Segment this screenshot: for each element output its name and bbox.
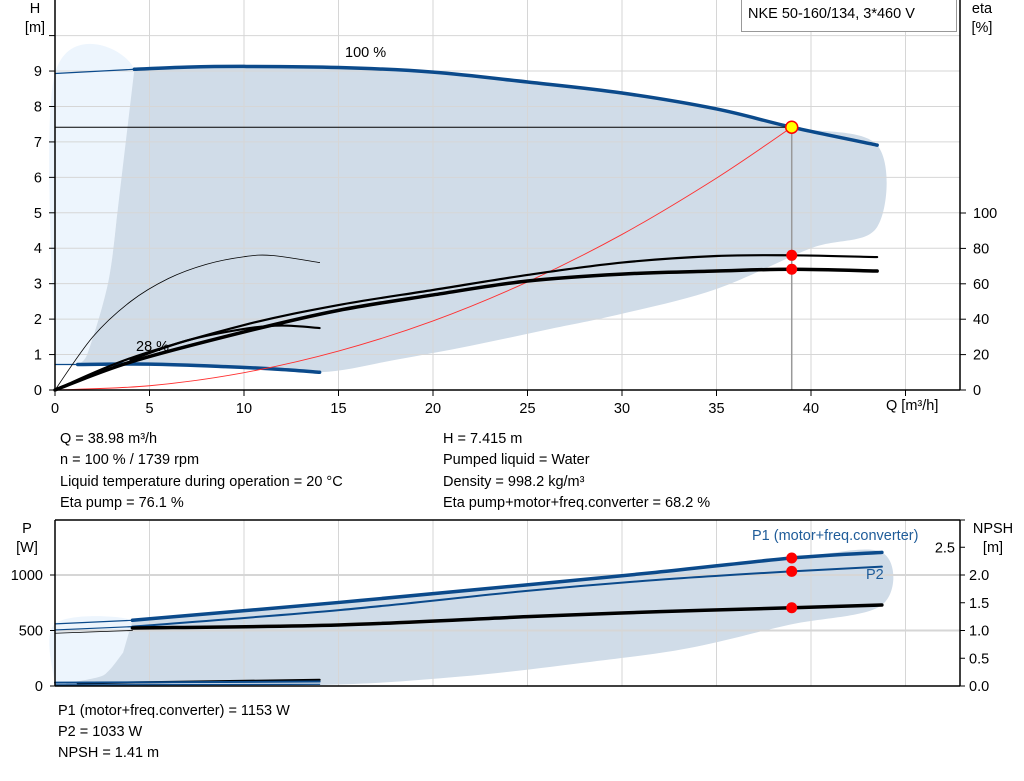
chart-title-legend: NKE 50-160/134, 3*460 V bbox=[741, 0, 957, 32]
info-q: Q = 38.98 m³/h bbox=[60, 431, 158, 447]
operating-point-marker bbox=[786, 552, 798, 564]
series-line-8 bbox=[129, 324, 321, 362]
q-axis-title: Q [m³/h] bbox=[886, 398, 939, 414]
y-tick-label: 8 bbox=[34, 99, 42, 115]
y-tick-label: 0 bbox=[34, 383, 42, 399]
series-line-0 bbox=[132, 64, 879, 147]
y2-tick-label: 2.0 bbox=[969, 568, 989, 584]
y-tick-label: 1000 bbox=[11, 568, 43, 584]
info-npsh: NPSH = 1.41 m bbox=[58, 745, 160, 761]
qh-plot: 0 5 10 15 20 25 30 35 40 0 1 2 3 4 5 6 7 8 9 0 20 40 60 80 100 bbox=[34, 0, 997, 417]
y-tick-label: 0 bbox=[35, 679, 43, 695]
curve-label-100: 100 % bbox=[345, 45, 387, 61]
info-p2: P2 = 1033 W bbox=[58, 724, 143, 740]
y2-tick-label: 80 bbox=[973, 241, 989, 257]
info-h: H = 7.415 m bbox=[443, 431, 523, 447]
x-tick-label: 0 bbox=[51, 401, 59, 417]
y-tick-label: 500 bbox=[19, 624, 43, 640]
series-line-6 bbox=[53, 267, 879, 392]
shaded-region-dark bbox=[75, 66, 887, 373]
series-line-1 bbox=[54, 68, 135, 75]
y-tick-label: 6 bbox=[34, 170, 42, 186]
npsh-axis-title: NPSH [m] bbox=[972, 521, 1014, 556]
x-tick-label: 5 bbox=[145, 401, 153, 417]
series-line-7 bbox=[54, 680, 321, 684]
y-tick-label: 4 bbox=[34, 241, 42, 257]
y2-tick-label: 1.0 bbox=[969, 624, 989, 640]
series-line-1 bbox=[54, 619, 134, 625]
y2-tick-label: 20 bbox=[973, 348, 989, 364]
series-line-7 bbox=[54, 254, 320, 391]
x-tick-label: 30 bbox=[614, 401, 630, 417]
info-p1: P1 (motor+freq.converter) = 1153 W bbox=[58, 703, 290, 719]
y2-tick-label: 2.5 bbox=[935, 540, 955, 556]
info-liquid: Pumped liquid = Water bbox=[443, 452, 590, 468]
series-label-p2: P2 bbox=[866, 567, 884, 583]
x-tick-label: 15 bbox=[330, 401, 346, 417]
operating-point-marker bbox=[786, 602, 798, 614]
y-tick-label: 9 bbox=[34, 64, 42, 80]
info-eta-pump: Eta pump = 76.1 % bbox=[60, 495, 184, 511]
x-tick-label: 10 bbox=[236, 401, 252, 417]
duty-point-marker bbox=[784, 120, 799, 134]
info-speed: n = 100 % / 1739 rpm bbox=[60, 452, 200, 468]
x-tick-label: 35 bbox=[708, 401, 724, 417]
info-eta-total: Eta pump+motor+freq.converter = 68.2 % bbox=[443, 495, 711, 511]
series-line-3 bbox=[54, 626, 134, 631]
info-density: Density = 998.2 kg/m³ bbox=[443, 474, 585, 490]
series-line-4 bbox=[54, 126, 793, 391]
x-tick-label: 25 bbox=[519, 401, 535, 417]
y2-tick-label: 100 bbox=[973, 206, 997, 222]
series-line-5 bbox=[54, 630, 133, 634]
y-tick-label: 7 bbox=[34, 135, 42, 151]
power-plot: 0 500 1000 0.0 0.5 1.0 1.5 2.0 2.5 bbox=[11, 519, 989, 695]
h-axis-title: H [m] bbox=[24, 1, 46, 36]
y-tick-label: 1 bbox=[34, 348, 42, 364]
eta-axis-title: eta [%] bbox=[971, 1, 993, 36]
operating-point-marker bbox=[786, 565, 798, 577]
y-tick-label: 2 bbox=[34, 312, 42, 328]
shaded-region-light bbox=[49, 616, 137, 686]
x-tick-label: 20 bbox=[425, 401, 441, 417]
y2-tick-label: 0.0 bbox=[969, 679, 989, 695]
y2-tick-label: 0 bbox=[973, 383, 981, 399]
series-line-8 bbox=[54, 683, 321, 686]
info-temperature: Liquid temperature during operation = 20… bbox=[60, 474, 343, 490]
y-tick-label: 5 bbox=[34, 206, 42, 222]
shaded-region-light bbox=[49, 43, 138, 365]
x-tick-label: 40 bbox=[803, 401, 819, 417]
series-label-p1: P1 (motor+freq.converter) bbox=[752, 528, 919, 544]
y-tick-label: 3 bbox=[34, 277, 42, 293]
p-axis-title: P [W] bbox=[16, 521, 38, 556]
y2-tick-label: 0.5 bbox=[969, 651, 989, 667]
y2-tick-label: 60 bbox=[973, 277, 989, 293]
y2-tick-label: 1.5 bbox=[969, 596, 989, 612]
operating-point-marker bbox=[786, 263, 798, 275]
curve-label-28: 28 % bbox=[136, 339, 170, 355]
operating-point-marker bbox=[786, 249, 798, 261]
y2-tick-label: 40 bbox=[973, 312, 989, 328]
